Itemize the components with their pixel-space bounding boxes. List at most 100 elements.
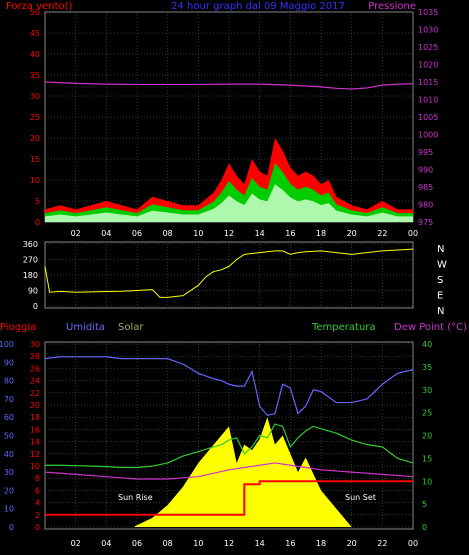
pressure-tick-label: 980 <box>418 201 433 210</box>
x-tick-label: 00 <box>408 229 418 238</box>
weather-panel-labels: 1009080706050403020100302826242220181614… <box>0 340 432 548</box>
compass-label: S <box>437 275 443 286</box>
rain-tick-label: 10 <box>30 462 40 471</box>
rain-tick-label: 14 <box>30 438 40 447</box>
humidity-tick-label: 70 <box>4 395 14 404</box>
wind-tick-label: 20 <box>30 134 40 143</box>
direction-line <box>44 248 414 298</box>
rain-tick-label: 16 <box>30 425 40 434</box>
wind-tick-label: 30 <box>30 92 40 101</box>
x-tick-label: 04 <box>101 229 111 238</box>
direction-panel-data <box>44 248 414 298</box>
humidity-line <box>44 356 414 417</box>
humidity-tick-label: 40 <box>4 450 14 459</box>
direction-tick-label: 270 <box>23 256 38 265</box>
compass-label: E <box>437 291 443 302</box>
x-tick-label-bottom: 22 <box>377 539 387 548</box>
pressure-tick-label: 1000 <box>418 131 438 140</box>
weather-panel-frame <box>44 341 414 530</box>
temperature-tick-label: 20 <box>422 432 432 441</box>
chart-title: 24 hour graph dal 09 Maggio 2017 <box>171 1 345 12</box>
pressure-tick-label: 1025 <box>418 43 438 52</box>
x-tick-label-bottom: 04 <box>101 539 111 548</box>
x-tick-label-bottom: 18 <box>316 539 326 548</box>
rain-line <box>45 480 413 516</box>
pressure-tick-label: 1015 <box>418 78 438 87</box>
pressure-tick-label: 1035 <box>418 8 438 17</box>
humidity-tick-label: 20 <box>4 486 14 495</box>
temperature-tick-label: 10 <box>422 477 432 486</box>
direction-tick-label: 90 <box>28 287 38 296</box>
rain-tick-label: 20 <box>30 401 40 410</box>
wind-tick-label: 40 <box>30 50 40 59</box>
sunset-label: Sun Set <box>345 493 376 502</box>
rain-tick-label: 24 <box>30 377 40 386</box>
wind-axis-label: Forza vento() <box>6 1 73 12</box>
x-tick-label: 16 <box>285 229 295 238</box>
direction-tick-label: 180 <box>23 271 38 280</box>
wind-tick-label: 10 <box>30 176 40 185</box>
rain-tick-label: 26 <box>30 364 40 373</box>
pressure-tick-label: 990 <box>418 166 433 175</box>
x-tick-label-bottom: 08 <box>163 539 173 548</box>
wind-tick-label: 5 <box>35 197 40 206</box>
rain-tick-label: 0 <box>35 523 40 532</box>
x-tick-label: 22 <box>377 229 387 238</box>
temperature-tick-label: 5 <box>422 500 427 509</box>
x-tick-label-bottom: 02 <box>71 539 81 548</box>
rain-tick-label: 12 <box>30 450 40 459</box>
x-tick-label: 14 <box>255 229 265 238</box>
x-tick-label-bottom: 14 <box>255 539 265 548</box>
direction-tick-label: 360 <box>23 240 38 249</box>
x-tick-label-bottom: 20 <box>347 539 357 548</box>
rain-tick-label: 30 <box>30 340 40 349</box>
temperature-label: Temperatura <box>311 322 376 333</box>
humidity-tick-label: 80 <box>4 377 14 386</box>
wind-average-area <box>45 184 413 222</box>
direction-tick-label: 0 <box>33 302 38 311</box>
x-tick-label: 18 <box>316 229 326 238</box>
x-tick-label: 08 <box>163 229 173 238</box>
humidity-tick-label: 30 <box>4 468 14 477</box>
compass-label: N <box>437 306 444 317</box>
wind-tick-label: 0 <box>35 218 40 227</box>
x-tick-label: 12 <box>224 229 234 238</box>
pressure-tick-label: 1030 <box>418 26 438 35</box>
rain-tick-label: 2 <box>35 511 40 520</box>
direction-panel-grid <box>45 243 414 307</box>
temperature-tick-label: 0 <box>422 523 427 532</box>
temperature-tick-label: 25 <box>422 409 432 418</box>
dewpoint-line <box>44 462 414 480</box>
compass-label: W <box>437 260 447 271</box>
wind-panel-data <box>44 81 414 222</box>
solar-area <box>45 417 413 527</box>
sunrise-label: Sun Rise <box>118 493 153 502</box>
x-tick-label-bottom: 00 <box>408 539 418 548</box>
humidity-label: Umidita <box>66 322 105 333</box>
humidity-tick-label: 0 <box>9 523 14 532</box>
pressure-tick-label: 1005 <box>418 113 438 122</box>
wind-tick-label: 50 <box>30 8 40 17</box>
rain-label: Pioggia <box>0 322 36 333</box>
rain-tick-label: 18 <box>30 413 40 422</box>
wind-tick-label: 15 <box>30 155 40 164</box>
x-tick-label: 10 <box>193 229 203 238</box>
pressure-line <box>44 81 414 90</box>
rain-tick-label: 28 <box>30 352 40 361</box>
pressure-axis-label: Pressione <box>368 1 416 12</box>
temperature-tick-label: 35 <box>422 363 432 372</box>
pressure-tick-label: 1020 <box>418 61 438 70</box>
solar-label: Solar <box>118 322 144 333</box>
weather-panel-data <box>44 356 414 527</box>
pressure-tick-label: 975 <box>418 218 433 227</box>
x-tick-label-bottom: 10 <box>193 539 203 548</box>
wind-tick-label: 25 <box>30 113 40 122</box>
wind-panel-labels: 5045403530252015105010351030102510201015… <box>30 8 439 238</box>
humidity-tick-label: 60 <box>4 413 14 422</box>
rain-tick-label: 6 <box>35 486 40 495</box>
compass-label: N <box>437 244 444 255</box>
rain-tick-label: 8 <box>35 474 40 483</box>
pressure-tick-label: 985 <box>418 183 433 192</box>
